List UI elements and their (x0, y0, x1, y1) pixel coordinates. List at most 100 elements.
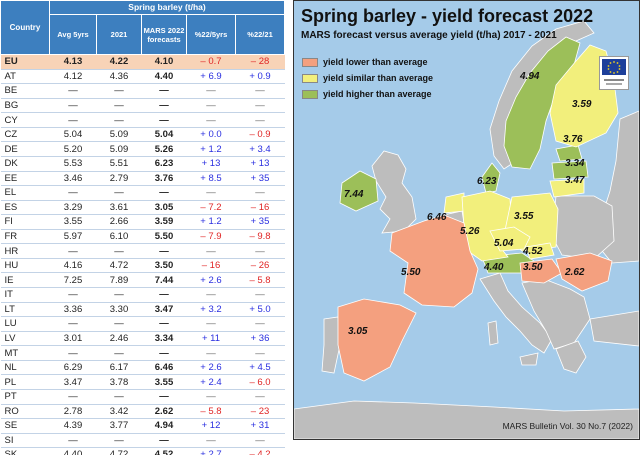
cell-pct-21: – 23 (235, 404, 285, 420)
cell-mars: 5.50 (141, 229, 187, 245)
label-lv: 3.34 (565, 158, 585, 169)
cell-2021: 2.46 (96, 331, 142, 347)
table-row: AT 4.12 4.36 4.40 + 6.9 + 0.9 (0, 69, 285, 85)
cell-mars: — (141, 112, 187, 128)
label-nl: 6.46 (427, 212, 447, 223)
cell-pct-21: + 13 (235, 156, 285, 172)
cell-2021: 7.89 (96, 272, 142, 288)
cell-pct-5yrs: + 2.7 (186, 447, 236, 455)
cell-2021: 6.10 (96, 229, 142, 245)
cell-country: FR (0, 229, 50, 245)
cell-2021: 3.61 (96, 200, 142, 216)
cell-pct-21: – 0.9 (235, 127, 285, 143)
cell-country: LV (0, 331, 50, 347)
cell-pct-21: – 16 (235, 200, 285, 216)
cell-country: CZ (0, 127, 50, 143)
cell-mars: 6.46 (141, 360, 187, 376)
cell-mars: — (141, 389, 187, 405)
cell-mars: 4.52 (141, 447, 187, 455)
cell-avg: 3.55 (49, 214, 97, 230)
cell-pct-21: + 35 (235, 171, 285, 187)
cell-mars: — (141, 243, 187, 259)
cell-pct-5yrs: + 12 (186, 418, 236, 434)
cell-mars: — (141, 83, 187, 99)
region-czechia (489, 226, 531, 252)
label-de: 5.26 (460, 226, 480, 237)
region-netherlands (443, 192, 465, 214)
value-labels: 4.94 3.59 3.76 3.34 3.47 6.23 7.44 6.46 … (344, 71, 592, 337)
table-row: PT — — — — — (0, 389, 285, 405)
cell-avg: 7.25 (49, 272, 97, 288)
col-header-avg: Avg 5yrs (49, 14, 97, 55)
table-row: DE 5.20 5.09 5.26 + 1.2 + 3.4 (0, 141, 285, 157)
cell-mars: — (141, 287, 187, 303)
cell-pct-5yrs: + 0.0 (186, 127, 236, 143)
table-row: LU — — — — — (0, 316, 285, 332)
cell-mars: 4.94 (141, 418, 187, 434)
cell-2021: — (96, 98, 142, 114)
label-at: 4.40 (483, 262, 504, 273)
legend-swatch-similar (302, 73, 318, 83)
cell-mars: 3.59 (141, 214, 187, 230)
cell-country: LT (0, 302, 50, 318)
cell-2021: 4.72 (96, 258, 142, 274)
group-header: Spring barley (t/ha) (48, 0, 286, 15)
region-hungary (519, 258, 563, 284)
label-fi: 3.59 (572, 99, 592, 110)
cell-country: EU (0, 54, 50, 70)
region-belarus-ukraine (551, 195, 615, 260)
cell-pct-5yrs: + 6.9 (186, 69, 236, 85)
cell-mars: 3.05 (141, 200, 187, 216)
cell-pct-5yrs: — (186, 389, 236, 405)
label-dk: 6.23 (477, 176, 497, 187)
cell-mars: 2.62 (141, 404, 187, 420)
cell-2021: 3.78 (96, 374, 142, 390)
cell-pct-21: — (235, 83, 285, 99)
cell-pct-5yrs: — (186, 433, 236, 449)
lower-regions (337, 214, 613, 382)
cell-2021: 2.66 (96, 214, 142, 230)
label-ee: 3.76 (563, 134, 583, 145)
cell-pct-21: — (235, 389, 285, 405)
cell-2021: 3.42 (96, 404, 142, 420)
cell-pct-21: — (235, 185, 285, 201)
europe-map: 4.94 3.59 3.76 3.34 3.47 6.23 7.44 6.46 … (294, 20, 639, 439)
cell-pct-5yrs: — (186, 98, 236, 114)
legend-similar: yield similar than average (302, 73, 433, 83)
cell-avg: — (49, 112, 97, 128)
table-row: EL — — — — — (0, 185, 285, 201)
region-italy (479, 272, 553, 354)
region-denmark (481, 162, 501, 194)
cell-mars: 5.26 (141, 141, 187, 157)
cell-2021: — (96, 287, 142, 303)
cell-2021: 5.51 (96, 156, 142, 172)
table-row: EU 4.13 4.22 4.10– 0.7– 28 (0, 54, 285, 70)
table-row: NL 6.29 6.17 6.46 + 2.6 + 4.5 (0, 360, 285, 376)
cell-pct-5yrs: – 0.7 (186, 54, 236, 70)
cell-mars: 4.10 (141, 54, 187, 70)
cell-avg: — (49, 389, 97, 405)
cell-2021: — (96, 433, 142, 449)
cell-pct-5yrs: + 2.6 (186, 272, 236, 288)
col-header-2021: 2021 (96, 14, 142, 55)
col-header-country: Country (0, 0, 50, 55)
cell-mars: — (141, 316, 187, 332)
cell-mars: 3.47 (141, 302, 187, 318)
cell-country: SE (0, 418, 50, 434)
cell-pct-5yrs: — (186, 185, 236, 201)
label-hu: 3.50 (523, 262, 543, 273)
cell-pct-5yrs: + 2.6 (186, 360, 236, 376)
col-header-pct-21: %22/21 (234, 14, 286, 55)
cell-pct-5yrs: — (186, 112, 236, 128)
table-row: LT 3.36 3.30 3.47 + 3.2 + 5.0 (0, 302, 285, 318)
cell-pct-5yrs: — (186, 83, 236, 99)
legend-higher: yield higher than average (302, 89, 432, 99)
region-spain (337, 298, 417, 382)
cell-avg: — (49, 83, 97, 99)
cell-avg: 3.36 (49, 302, 97, 318)
region-greece (555, 340, 587, 374)
cell-country: ES (0, 200, 50, 216)
cell-pct-21: — (235, 287, 285, 303)
cell-2021: 6.17 (96, 360, 142, 376)
cell-mars: 3.50 (141, 258, 187, 274)
